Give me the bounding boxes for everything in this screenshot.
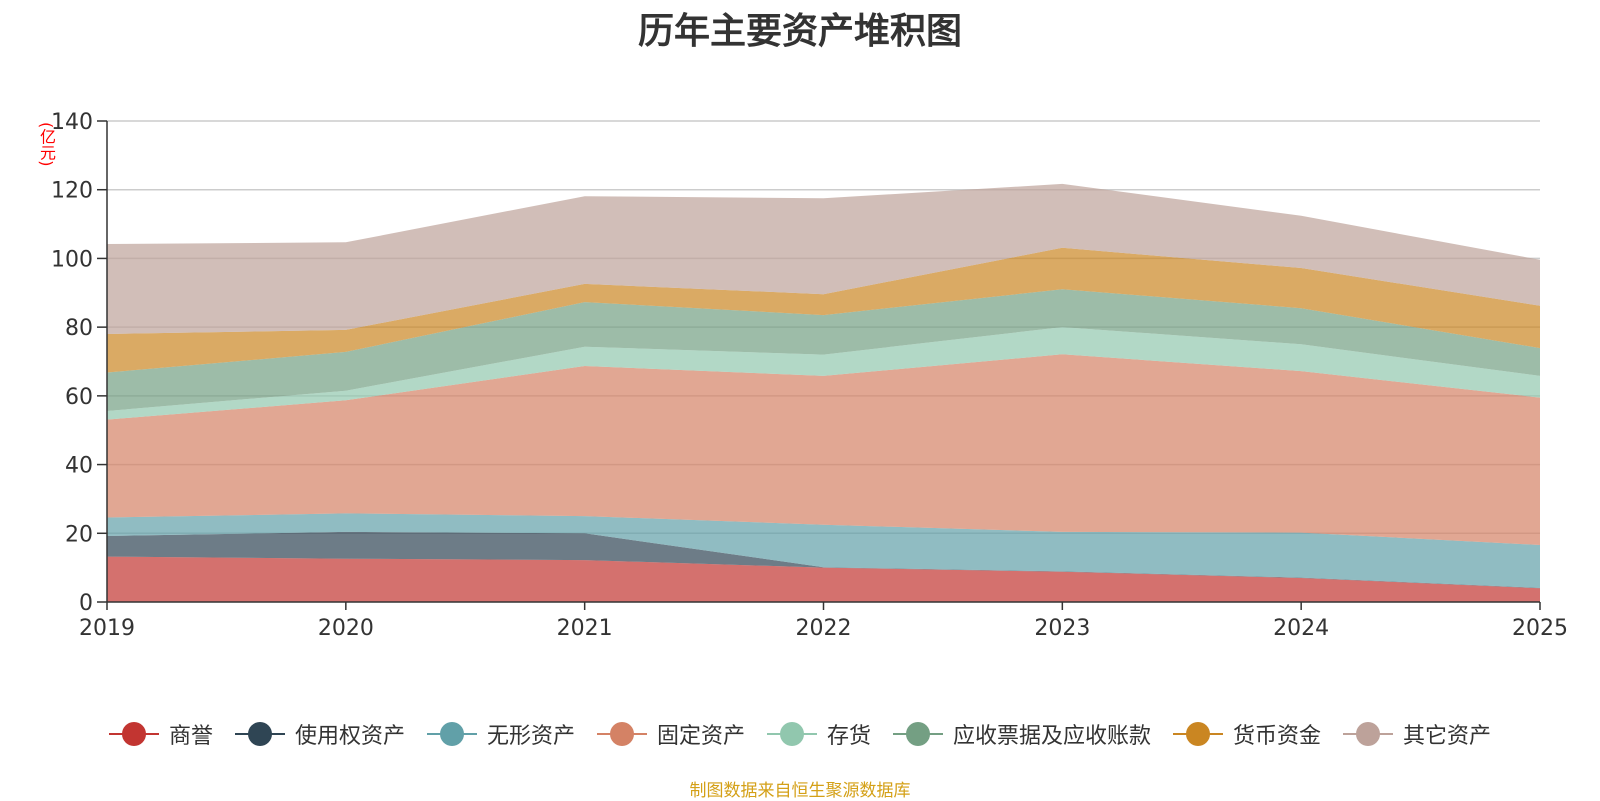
legend-label: 使用权资产 [294,724,405,749]
legend-item[interactable]: 固定资产 [596,718,745,750]
y-tick-label: 100 [51,247,93,272]
legend-label: 应收票据及应收账款 [953,724,1152,749]
legend-marker-icon [108,722,159,746]
legend-marker-icon [596,722,647,746]
y-tick-label: 120 [51,179,93,204]
axes: 0 20 40 60 80 100 120 140 2019 2020 2021 2022 2023 20… [51,110,1568,641]
legend-dot [609,722,634,746]
y-tick-label: 60 [65,385,93,410]
legend-marker-icon [893,722,944,746]
area-series-4[interactable] [107,327,1540,420]
area-series-0[interactable] [107,556,1540,602]
y-axis-unit-label: (亿元) [37,122,56,167]
area-series-7[interactable] [107,183,1540,334]
y-tick-label: 40 [65,454,93,479]
legend: 商誉 使用权资产 无形资产 固定资产 存货 应收票据及应收账款 货币资金 其它资产 [0,718,1600,750]
area-series-2[interactable] [107,513,1540,588]
area-series-1[interactable] [107,531,1540,589]
legend-item[interactable]: 商誉 [108,718,213,750]
x-tick-label: 2021 [557,616,613,641]
x-tick-label: 2024 [1273,616,1329,641]
x-tick-label: 2020 [318,616,374,641]
legend-label: 固定资产 [656,724,745,749]
area-series-3[interactable] [107,354,1540,545]
y-tick-label: 140 [51,110,93,135]
legend-item[interactable]: 其它资产 [1343,718,1491,750]
x-tick-label: 2022 [796,616,852,641]
legend-dot [1186,722,1211,746]
legend-dot [247,722,272,746]
x-tick-label: 2023 [1034,616,1090,641]
legend-dot [121,722,146,746]
legend-label: 货币资金 [1233,724,1322,749]
y-tick-label: 80 [65,316,93,341]
legend-label: 无形资产 [486,724,575,749]
legend-dot [439,722,464,746]
legend-dot [780,722,804,746]
legend-marker-icon [426,722,477,746]
legend-item[interactable]: 应收票据及应收账款 [893,718,1151,750]
legend-dot [1356,722,1381,746]
legend-label: 商誉 [168,724,213,749]
legend-item[interactable]: 存货 [767,718,871,750]
x-tick-label: 2025 [1512,616,1568,641]
legend-marker-icon [1343,722,1394,746]
legend-item[interactable]: 货币资金 [1173,718,1321,750]
chart-title: 历年主要资产堆积图 [637,11,962,52]
area-series-5[interactable] [107,289,1540,411]
legend-dot [906,722,931,746]
area-series-6[interactable] [107,247,1540,373]
legend-marker-icon [234,722,285,746]
legend-item[interactable]: 无形资产 [426,718,575,750]
legend-label: 存货 [827,724,872,749]
area-series-layer [107,183,1540,602]
legend-marker-icon [1173,722,1224,746]
legend-item[interactable]: 使用权资产 [234,718,405,750]
legend-label: 其它资产 [1403,724,1492,749]
x-tick-label: 2019 [79,616,135,641]
source-note: 制图数据来自恒生聚源数据库 [689,781,911,801]
y-tick-label: 0 [79,591,93,616]
y-tick-label: 20 [65,522,93,547]
legend-marker-icon [767,722,817,746]
